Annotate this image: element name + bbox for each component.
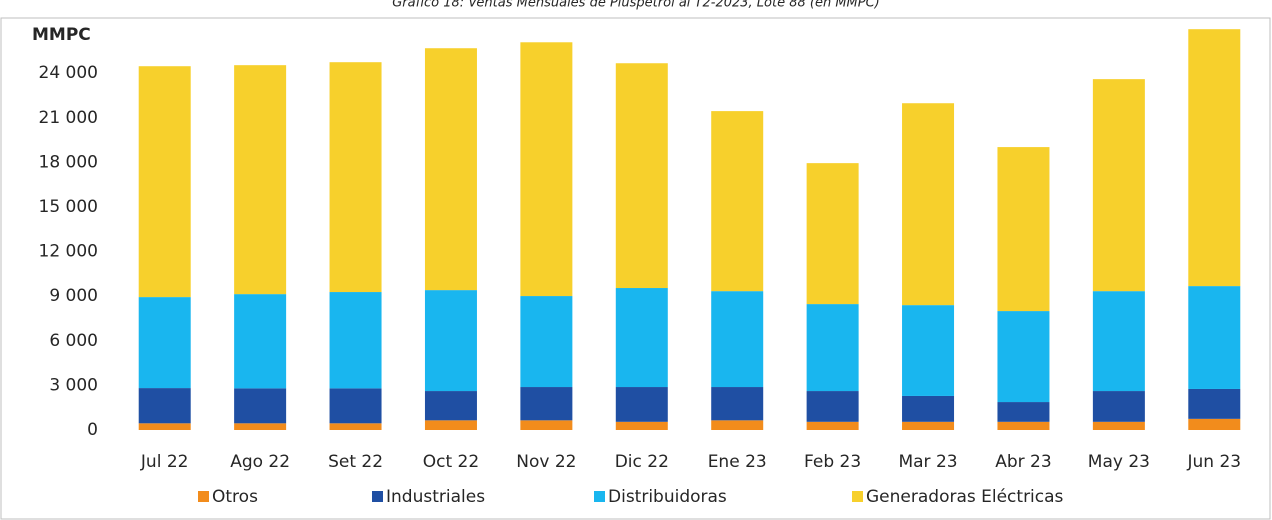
bar-segment: [997, 421, 1050, 430]
x-tick-label: Jun 23: [1186, 452, 1241, 472]
bar-segment: [997, 147, 1050, 312]
legend-swatch: [594, 491, 605, 502]
x-tick-label: Set 22: [328, 452, 383, 472]
y-tick-label: 9 000: [49, 286, 98, 306]
y-tick-label: 24 000: [39, 63, 98, 83]
bar-segment: [424, 290, 477, 392]
legend-label: Generadoras Eléctricas: [866, 487, 1064, 507]
y-tick-label: 12 000: [39, 242, 98, 262]
bar-segment: [520, 296, 573, 388]
bar-segment: [1092, 421, 1145, 430]
bar-segment: [902, 421, 955, 430]
bar-segment: [711, 291, 764, 388]
bar-segment: [138, 388, 191, 424]
x-tick-label: Mar 23: [898, 452, 957, 472]
bar-segment: [329, 423, 382, 430]
bar-segment: [520, 42, 573, 297]
y-tick-label: 6 000: [49, 331, 98, 351]
x-tick-label: Dic 22: [615, 452, 669, 472]
x-tick-label: Jul 22: [140, 452, 189, 472]
x-tick-label: Abr 23: [995, 452, 1051, 472]
bar-segment: [711, 387, 764, 421]
bar-segment: [711, 111, 764, 292]
y-tick-label: 3 000: [49, 375, 98, 395]
x-tick-label: Ene 23: [708, 452, 767, 472]
bar-segment: [424, 391, 477, 421]
legend-swatch: [852, 491, 863, 502]
bar-segment: [329, 292, 382, 389]
x-tick-label: Nov 22: [516, 452, 576, 472]
bar-segment: [520, 420, 573, 430]
bar-segment: [806, 163, 859, 305]
bar-segment: [1092, 291, 1145, 392]
bar-segment: [138, 297, 191, 389]
x-tick-label: Ago 22: [230, 452, 290, 472]
y-tick-label: 21 000: [39, 108, 98, 128]
bar-segment: [234, 65, 287, 295]
bar-segment: [329, 388, 382, 424]
x-tick-label: May 23: [1088, 452, 1150, 472]
bar-segment: [138, 423, 191, 430]
legend-swatch: [198, 491, 209, 502]
legend-label: Distribuidoras: [608, 487, 727, 507]
y-tick-label: 18 000: [39, 152, 98, 172]
bar-segment: [424, 420, 477, 430]
bar-segment: [234, 388, 287, 424]
chart-frame: [0, 17, 1271, 520]
bar-segment: [806, 421, 859, 430]
bar-segment: [329, 62, 382, 293]
bar-segment: [615, 288, 668, 388]
bar-segment: [1188, 29, 1241, 287]
bar-segment: [806, 304, 859, 392]
legend-label: Otros: [212, 487, 258, 507]
bar-segment: [1188, 286, 1241, 389]
bar-segment: [234, 423, 287, 430]
bar-segment: [520, 387, 573, 421]
bar-segment: [1092, 391, 1145, 422]
y-axis-label: MMPC: [32, 25, 91, 45]
legend-label: Industriales: [386, 487, 485, 507]
bar-segment: [1188, 418, 1241, 430]
bar-segment: [1092, 79, 1145, 292]
x-tick-label: Oct 22: [423, 452, 479, 472]
bar-segment: [997, 311, 1050, 403]
y-tick-label: 0: [87, 420, 98, 440]
bar-segment: [902, 103, 955, 306]
x-tick-label: Feb 23: [804, 452, 861, 472]
bar-segment: [806, 391, 859, 422]
bar-segment: [902, 305, 955, 396]
bar-segment: [615, 421, 668, 430]
legend-swatch: [372, 491, 383, 502]
bar-segment: [902, 395, 955, 422]
bar-segment: [615, 63, 668, 289]
bar-segment: [615, 387, 668, 422]
bar-segment: [234, 294, 287, 389]
bar-segment: [424, 48, 477, 291]
bar-segment: [1188, 388, 1241, 419]
bar-segment: [711, 420, 764, 430]
chart-title: Gráfico 18: Ventas Mensuales de Pluspetr…: [392, 0, 880, 11]
bar-segment: [997, 402, 1050, 422]
y-tick-label: 15 000: [39, 197, 98, 217]
bar-segment: [138, 66, 191, 298]
